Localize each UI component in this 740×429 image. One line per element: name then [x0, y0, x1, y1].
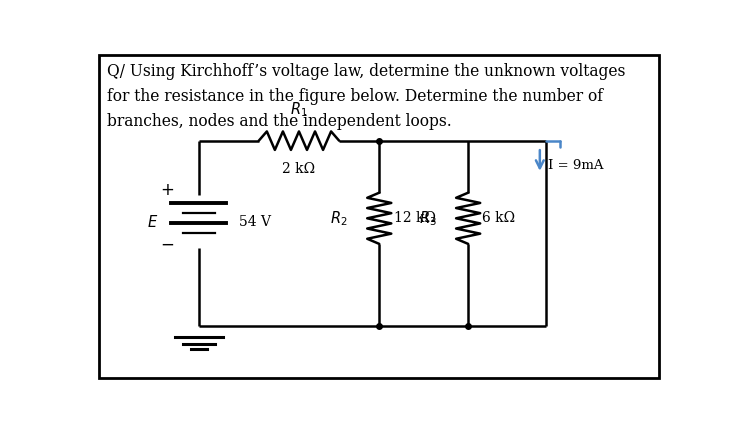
Text: 6 kΩ: 6 kΩ — [482, 211, 516, 225]
Text: 54 V: 54 V — [239, 214, 271, 229]
Text: 12 kΩ: 12 kΩ — [394, 211, 436, 225]
Text: $R_1$: $R_1$ — [290, 100, 308, 119]
Text: I = 9mA: I = 9mA — [548, 159, 604, 172]
Text: 2 kΩ: 2 kΩ — [283, 162, 315, 176]
Text: +: + — [160, 181, 174, 199]
Text: −: − — [160, 236, 174, 254]
Text: $R_3$: $R_3$ — [419, 209, 437, 228]
Text: $R_2$: $R_2$ — [330, 209, 348, 228]
Text: $E$: $E$ — [147, 214, 158, 230]
Text: Q/ Using Kirchhoff’s voltage law, determine the unknown voltages
for the resista: Q/ Using Kirchhoff’s voltage law, determ… — [107, 63, 625, 130]
